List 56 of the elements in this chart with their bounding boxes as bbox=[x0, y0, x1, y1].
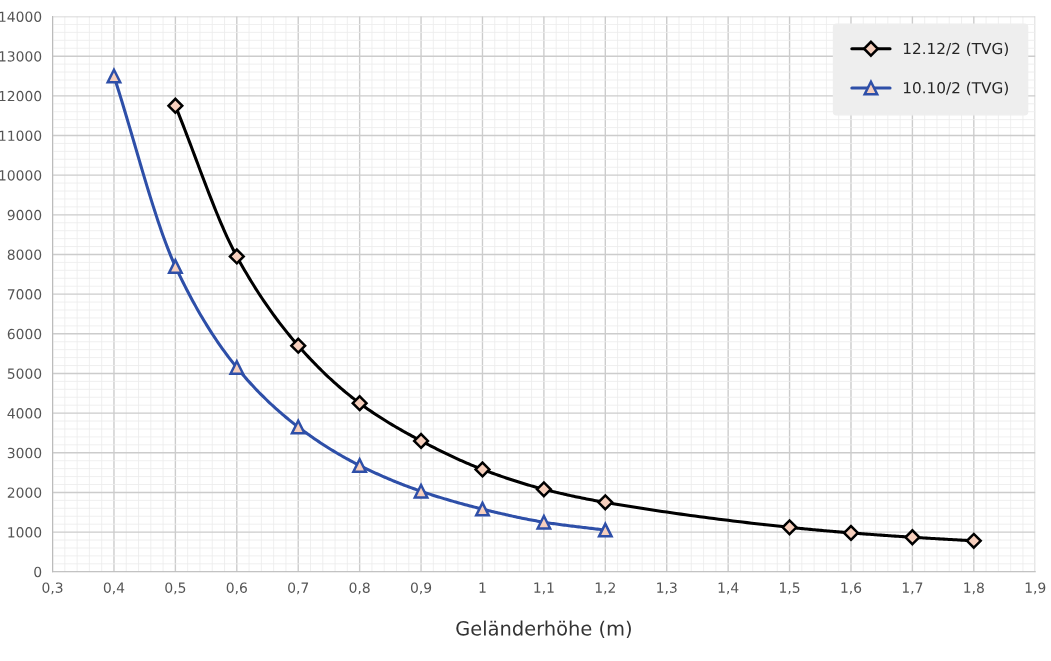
y-tick-label: 0 bbox=[34, 566, 42, 578]
point bbox=[781, 519, 798, 536]
x-tick-label: 1,9 bbox=[1025, 582, 1046, 595]
point bbox=[290, 337, 307, 354]
legend-label: 12.12/2 (TVG) bbox=[903, 42, 1008, 57]
point bbox=[474, 501, 490, 517]
x-tick-label: 1,5 bbox=[780, 582, 800, 595]
x-tick-label: 1,2 bbox=[595, 582, 615, 595]
x-tick-label: 0,3 bbox=[42, 582, 63, 595]
point bbox=[474, 461, 491, 478]
y-tick-label: 9000 bbox=[7, 209, 42, 221]
x-tick-label: 1,7 bbox=[902, 582, 923, 595]
x-tick-label: 1,8 bbox=[964, 582, 984, 595]
y-tick-label: 10000 bbox=[0, 170, 42, 181]
point bbox=[229, 360, 245, 376]
y-tick-label: 11000 bbox=[0, 130, 42, 141]
point bbox=[352, 457, 368, 473]
x-axis-title: Geländerhöhe (m) bbox=[456, 620, 631, 638]
point bbox=[351, 395, 368, 412]
y-tick-label: 4000 bbox=[7, 408, 42, 419]
y-tick-label: 13000 bbox=[0, 51, 42, 62]
y-tick-label: 7000 bbox=[7, 289, 42, 300]
legend-label: 10.10/2 (TVG) bbox=[903, 81, 1008, 96]
x-tick-label: 0,7 bbox=[288, 582, 309, 595]
point bbox=[597, 494, 614, 511]
point bbox=[535, 481, 553, 498]
y-tick-label: 6000 bbox=[7, 328, 42, 340]
x-tick-label: 0,9 bbox=[410, 582, 432, 595]
y-tick-label: 1000 bbox=[8, 527, 42, 538]
point bbox=[413, 483, 429, 499]
y-tick-label: 12000 bbox=[0, 90, 42, 102]
point bbox=[290, 419, 306, 435]
x-tick-label: 0,6 bbox=[226, 582, 247, 595]
point bbox=[597, 522, 613, 538]
point bbox=[167, 258, 183, 274]
x-tick-label: 1,4 bbox=[718, 582, 739, 595]
point bbox=[965, 532, 982, 549]
y-tick-label: 14000 bbox=[0, 11, 42, 22]
x-tick-label: 1,1 bbox=[534, 582, 554, 595]
point bbox=[842, 524, 860, 542]
point bbox=[536, 514, 552, 530]
x-tick-label: 0,8 bbox=[349, 582, 370, 595]
point bbox=[106, 68, 122, 84]
x-tick-label: 0,4 bbox=[103, 582, 125, 595]
y-tick-label: 5000 bbox=[7, 368, 42, 379]
y-tick-label: 2000 bbox=[7, 487, 42, 498]
x-tick-label: 1 bbox=[479, 582, 486, 593]
point bbox=[228, 248, 245, 265]
x-tick-label: 1,3 bbox=[657, 582, 677, 595]
point bbox=[412, 432, 430, 450]
point bbox=[904, 529, 921, 546]
x-tick-label: 0,5 bbox=[165, 582, 186, 595]
y-tick-label: 8000 bbox=[7, 249, 42, 260]
x-tick-label: 1,6 bbox=[841, 582, 862, 595]
y-tick-label: 3000 bbox=[7, 447, 42, 459]
point bbox=[167, 97, 184, 114]
